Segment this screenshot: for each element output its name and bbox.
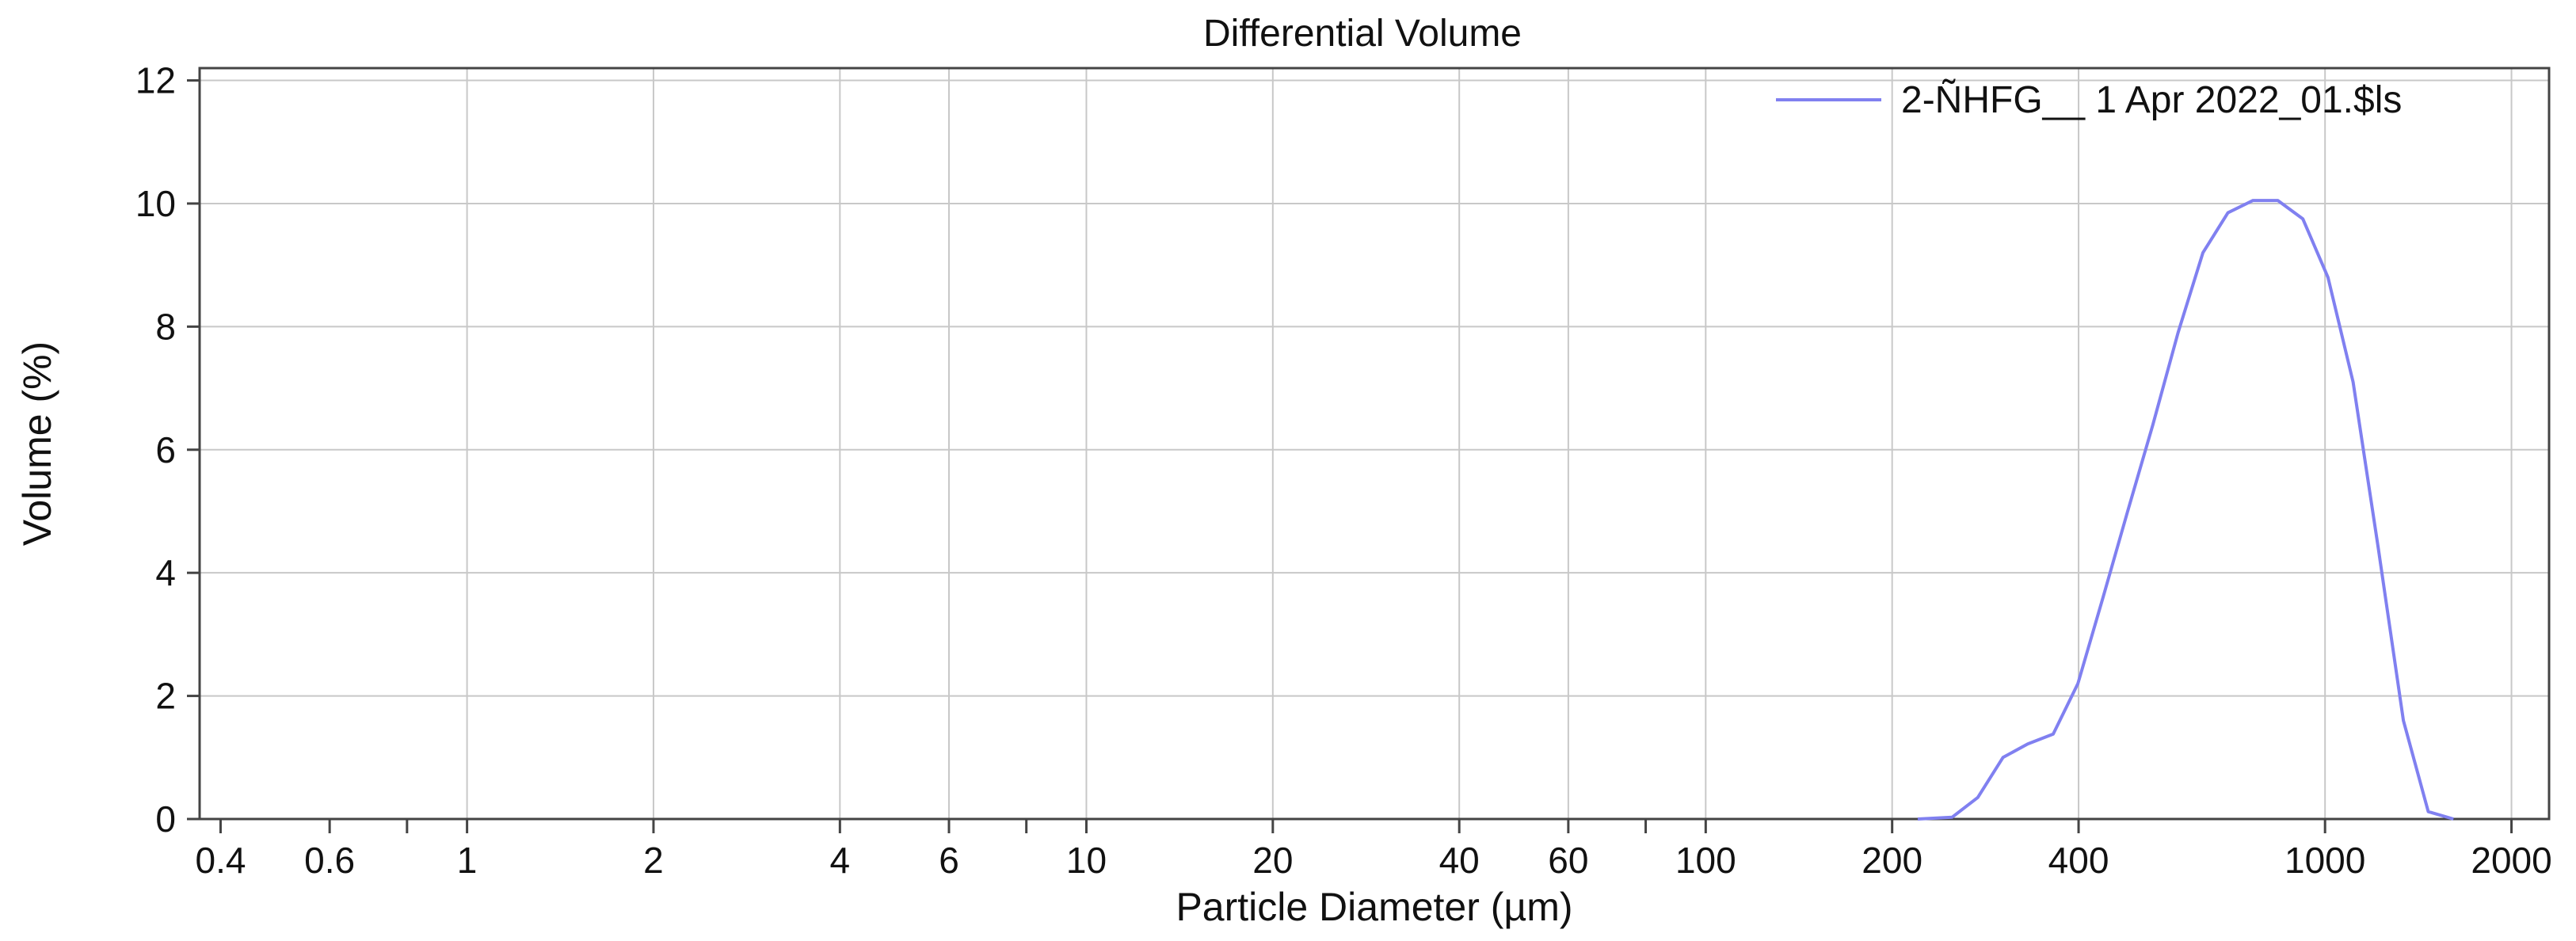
y-tick-label: 6 [155,429,176,470]
legend-label-series-1: 2-ÑHFG__ 1 Apr 2022_01.$ls [1901,78,2402,121]
x-tick-label: 1000 [2284,840,2365,881]
y-tick-label: 8 [155,306,176,347]
x-tick-label: 200 [1862,840,1922,881]
plot-area [198,67,2551,821]
y-tick-label: 12 [135,60,176,101]
x-tick-label: 1 [457,840,478,881]
x-tick-label: 2000 [2471,840,2551,881]
x-tick-label: 0.4 [195,840,246,881]
x-tick-label: 100 [1675,840,1736,881]
legend: 2-ÑHFG__ 1 Apr 2022_01.$ls [1776,78,2402,121]
x-tick-label: 60 [1548,840,1588,881]
x-tick-label: 20 [1252,840,1293,881]
series-line-1 [1917,199,2454,821]
x-tick-label: 40 [1439,840,1480,881]
x-tick-label: 6 [939,840,959,881]
y-tick-label: 10 [135,183,176,224]
y-tick-label: 2 [155,676,176,717]
x-tick-label: 10 [1066,840,1107,881]
x-tick-label: 2 [643,840,664,881]
chart-title: Differential Volume [1203,13,1522,55]
y-tick-label: 4 [155,552,176,593]
y-tick-label: 0 [155,798,176,840]
x-tick-label: 400 [2048,840,2109,881]
x-axis-label: Particle Diameter (µm) [1176,885,1572,929]
series-layer [1917,199,2454,821]
y-axis-label: Volume (%) [15,341,59,546]
x-tick-label: 4 [830,840,851,881]
axes: 0.4 0.6 1 2 4 6 10 20 40 60 100 200 400 1000 200002468… [135,60,2552,881]
grid [200,68,2549,819]
x-tick-label: 0.6 [304,840,355,881]
